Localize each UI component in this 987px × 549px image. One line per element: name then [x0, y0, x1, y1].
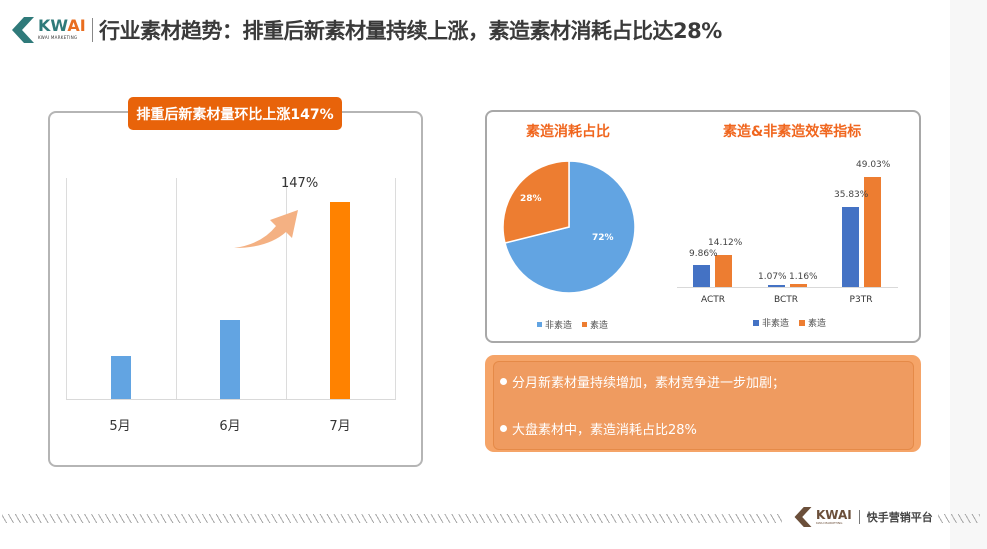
- bar-bctr-su: [790, 284, 807, 287]
- monthly-bar-chart: [66, 178, 396, 400]
- logo-divider: [92, 18, 93, 42]
- cat-label-actr: ACTR: [700, 295, 726, 305]
- legend-swatch-orange: [582, 322, 588, 327]
- cat-label-bctr: BCTR: [773, 295, 799, 305]
- bar-actr-su: [715, 255, 732, 287]
- monthly-materials-panel: [48, 111, 423, 467]
- grid-line: [66, 178, 67, 399]
- footer-platform-name: 快手营销平台: [866, 511, 933, 524]
- efficiency-title: 素造&非素造效率指标: [723, 124, 862, 140]
- summary-inner: [493, 361, 914, 450]
- pie-label-suzao: 28%: [520, 194, 542, 204]
- consumption-pie-chart: [503, 161, 635, 293]
- legend-swatch-orange: [799, 319, 806, 326]
- kwai-logo: KWAI KWAI MARKETING: [10, 13, 90, 47]
- value-bctr-su: 1.16%: [789, 272, 818, 282]
- bar-may: [111, 356, 131, 399]
- value-actr-su: 14.12%: [708, 238, 743, 248]
- kwai-chevron-icon: [12, 17, 34, 43]
- pie-label-other: 72%: [592, 233, 614, 243]
- footer-logo-text: KWAI KWAI MARKETING: [816, 508, 852, 525]
- bar-actr-fei: [693, 265, 710, 287]
- grid-line: [176, 178, 177, 399]
- footer-divider: [858, 510, 860, 524]
- growth-percent-label: 147%: [281, 176, 319, 191]
- efficiency-bar-chart: [677, 170, 898, 288]
- value-p3tr-fei: 35.83%: [834, 190, 869, 200]
- logo-text: KWAI: [38, 16, 86, 35]
- value-bctr-fei: 1.07%: [758, 272, 787, 282]
- footer-hatch-right: [938, 514, 980, 523]
- efficiency-legend: 非素造 素造: [753, 316, 832, 329]
- legend-swatch-blue: [753, 319, 759, 326]
- x-label-june: 6月: [219, 419, 241, 434]
- pie-legend: 非素造 素造: [537, 318, 614, 331]
- logo-subtext: KWAI MARKETING: [38, 35, 78, 40]
- header: KWAI KWAI MARKETING 行业素材趋势：排重后新素材量持续上涨，素…: [10, 10, 722, 50]
- value-actr-fei: 9.86%: [689, 249, 718, 259]
- pie-title: 素造消耗占比: [526, 124, 610, 140]
- cat-label-p3tr: P3TR: [849, 295, 873, 305]
- grid-line: [286, 178, 287, 399]
- kwai-chevron-icon: [794, 507, 812, 527]
- grid-line: [395, 178, 396, 399]
- bar-p3tr-su: [864, 177, 881, 287]
- x-label-may: 5月: [109, 419, 131, 434]
- value-p3tr-su: 49.03%: [856, 160, 891, 170]
- summary-point-2: 大盘素材中，素造消耗占比28%: [500, 419, 697, 438]
- bullet-icon: [500, 425, 507, 432]
- bar-p3tr-fei: [842, 206, 859, 287]
- legend-swatch-blue: [537, 322, 542, 327]
- growth-arrow-icon: [234, 210, 298, 248]
- x-label-july: 7月: [329, 419, 351, 434]
- page-title: 行业素材趋势：排重后新素材量持续上涨，素造素材消耗占比达28%: [99, 19, 722, 43]
- footer-logo: KWAI KWAI MARKETING 快手营销平台: [794, 507, 933, 527]
- bullet-icon: [500, 378, 507, 385]
- footer-hatch-left: [2, 514, 782, 523]
- right-edge-strip: [950, 0, 987, 549]
- bar-bctr-fei: [768, 284, 785, 287]
- bar-june: [220, 320, 240, 399]
- summary-point-1: 分月新素材量持续增加，素材竞争进一步加剧；: [500, 372, 785, 391]
- bar-july: [330, 202, 350, 399]
- growth-badge: 排重后新素材量环比上涨147%: [128, 97, 342, 130]
